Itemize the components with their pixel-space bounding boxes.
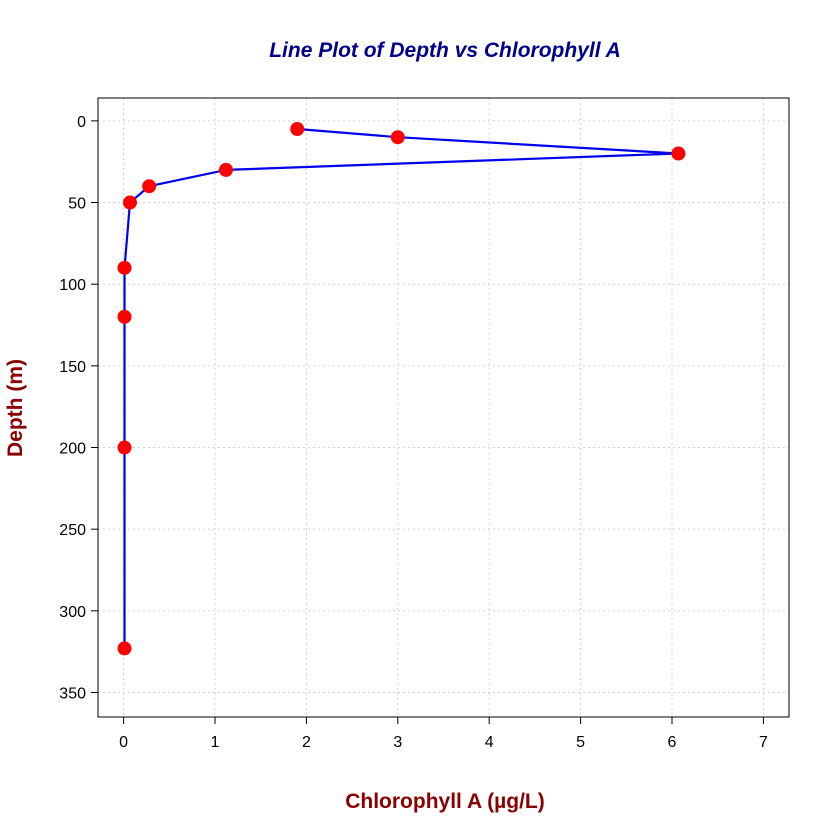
data-point xyxy=(390,130,405,145)
data-point xyxy=(117,440,132,455)
series-layer xyxy=(117,122,686,656)
x-tick-label: 0 xyxy=(119,734,128,751)
chart-title: Line Plot of Depth vs Chlorophyll A xyxy=(269,39,621,62)
data-point xyxy=(117,260,132,275)
y-axis-label: Depth (m) xyxy=(4,359,27,457)
plot-frame xyxy=(97,97,790,718)
x-tick-label: 4 xyxy=(485,734,494,751)
y-tick-label: 250 xyxy=(59,522,86,539)
x-tick-label: 2 xyxy=(302,734,311,751)
data-point xyxy=(218,162,233,177)
x-tick-label: 5 xyxy=(576,734,585,751)
y-tick-label: 50 xyxy=(68,196,86,213)
x-tick-label: 1 xyxy=(211,734,220,751)
data-point xyxy=(122,195,137,210)
data-point xyxy=(117,641,132,656)
data-point xyxy=(142,179,157,194)
x-tick-label: 3 xyxy=(393,734,402,751)
x-tick-label: 6 xyxy=(668,734,677,751)
y-tick-label: 100 xyxy=(59,277,86,294)
x-tick-label: 7 xyxy=(759,734,768,751)
x-axis-label: Chlorophyll A (µg/L) xyxy=(345,790,545,813)
y-tick-label: 0 xyxy=(77,114,86,131)
data-point xyxy=(117,309,132,324)
y-tick-label: 350 xyxy=(59,686,86,703)
series-line xyxy=(123,127,680,649)
axis-ticks: 0 1 2 3 4 5 6 7 0 50 100 150 200 250 300 350 xyxy=(59,114,768,751)
y-tick-label: 200 xyxy=(59,441,86,458)
y-tick-label: 150 xyxy=(59,359,86,376)
grid xyxy=(98,98,789,717)
data-point xyxy=(290,122,305,137)
y-tick-label: 300 xyxy=(59,604,86,621)
data-point xyxy=(671,146,686,161)
